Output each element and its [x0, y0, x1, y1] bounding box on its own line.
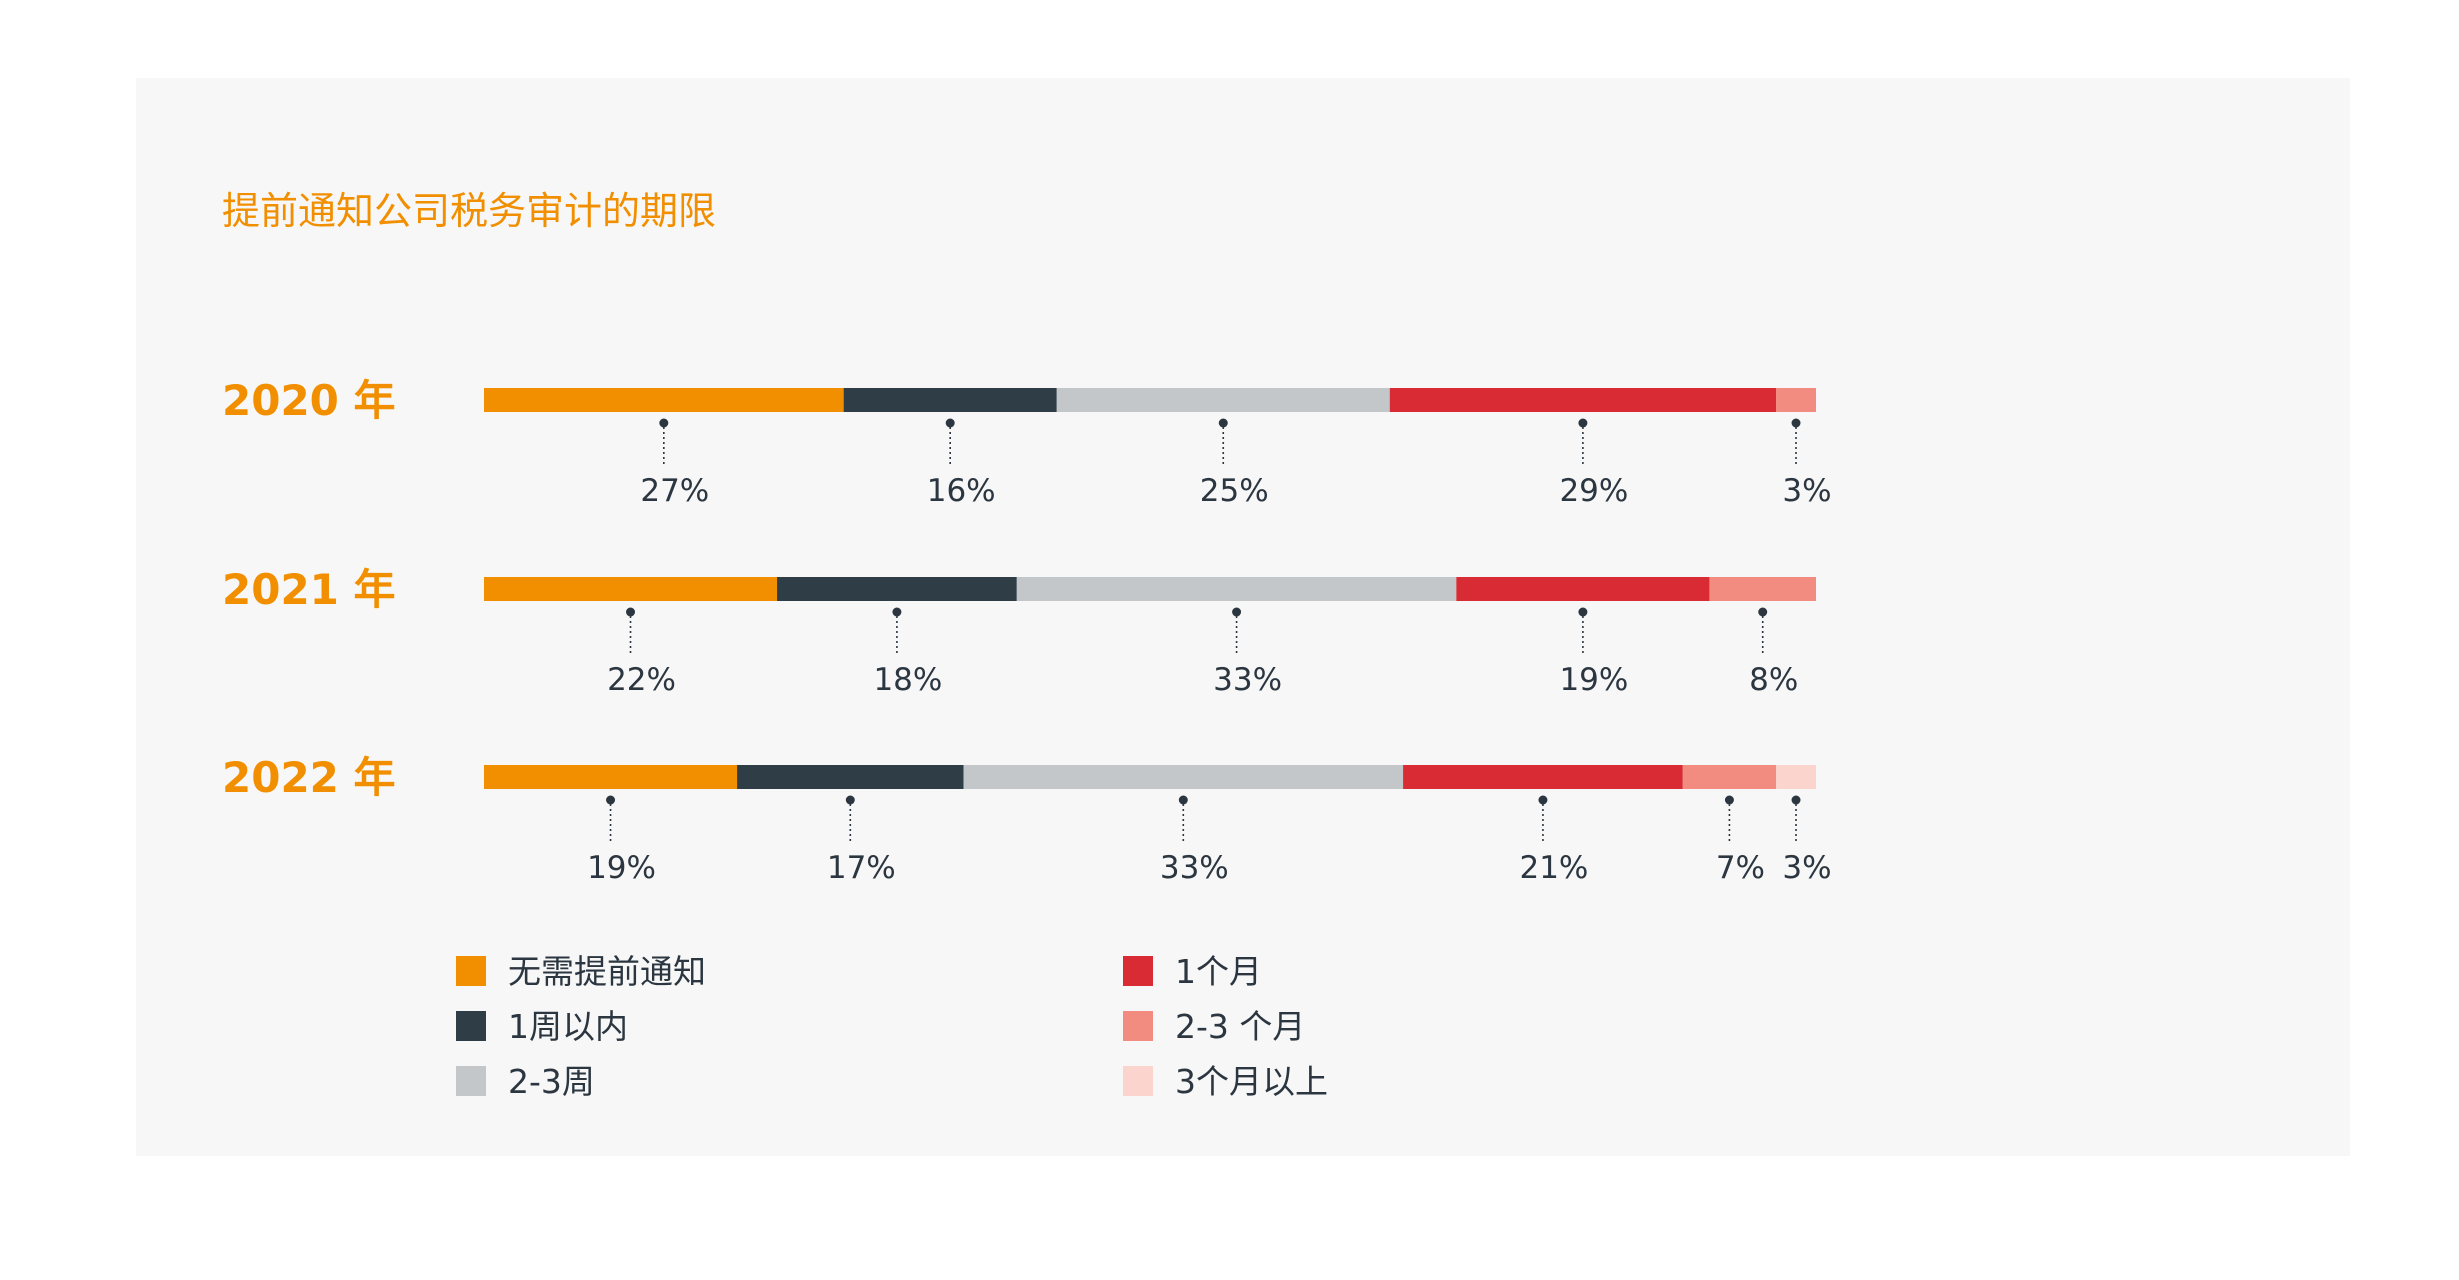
data-label: 22% [607, 662, 676, 698]
data-label: 19% [587, 850, 656, 886]
year-label: 2020 年 [222, 376, 396, 425]
data-label: 33% [1213, 662, 1282, 698]
label-marker-dot [1218, 418, 1228, 428]
data-label: 27% [640, 473, 709, 509]
data-label: 29% [1559, 473, 1628, 509]
chart-title: 提前通知公司税务审计的期限 [222, 189, 716, 233]
label-marker-dot [1578, 418, 1588, 428]
label-marker-dot [1791, 795, 1801, 805]
data-label: 16% [927, 473, 996, 509]
data-label: 21% [1519, 850, 1588, 886]
bar-segment [1776, 765, 1816, 789]
bar-segment [484, 765, 738, 789]
label-marker-dot [659, 418, 669, 428]
data-label: 3% [1782, 473, 1831, 509]
legend-swatch [456, 1066, 486, 1096]
data-label: 25% [1200, 473, 1269, 509]
data-label: 17% [827, 850, 896, 886]
label-marker-dot [1724, 795, 1734, 805]
data-label: 3% [1782, 850, 1831, 886]
label-marker-dot [945, 418, 955, 428]
label-marker-dot [1232, 607, 1242, 617]
label-marker-dot [892, 607, 902, 617]
bar-row: 2022 年 19% 17% 33% 21% 7% 3% [222, 753, 1832, 886]
legend-item: 无需提前通知 [456, 952, 706, 991]
bar-segment [484, 388, 844, 412]
chart-card [136, 78, 2350, 1156]
legend-swatch [1123, 956, 1153, 986]
bar-segment [484, 577, 778, 601]
bar-segment [1016, 577, 1457, 601]
bar-row: 2021 年 22% 18% 33% 19% 8% [222, 565, 1816, 698]
label-marker-dot [1538, 795, 1548, 805]
legend-item: 2-3周 [456, 1062, 595, 1101]
data-label: 7% [1716, 850, 1765, 886]
legend-label: 2-3 个月 [1175, 1007, 1305, 1046]
label-marker-dot [845, 795, 855, 805]
legend-swatch [1123, 1066, 1153, 1096]
bar-segment [1456, 577, 1710, 601]
label-marker-dot [606, 795, 616, 805]
bar-segment [737, 765, 964, 789]
legend-label: 1周以内 [508, 1007, 628, 1046]
legend-swatch [456, 956, 486, 986]
legend-label: 3个月以上 [1175, 1062, 1328, 1101]
data-label: 33% [1160, 850, 1229, 886]
legend-label: 1个月 [1175, 952, 1262, 991]
bar-segment [1776, 388, 1816, 412]
bar-segment [1709, 577, 1816, 601]
bar-segment [1403, 765, 1683, 789]
year-label: 2021 年 [222, 565, 396, 614]
legend-item: 1个月 [1123, 952, 1262, 991]
bar-segment [963, 765, 1404, 789]
legend-swatch [456, 1011, 486, 1041]
label-marker-dot [626, 607, 636, 617]
data-label: 8% [1749, 662, 1798, 698]
bar-row: 2020 年 27% 16% 25% 29% 3% [222, 376, 1832, 509]
label-marker-dot [1578, 607, 1588, 617]
bar-segment [777, 577, 1017, 601]
legend-item: 3个月以上 [1123, 1062, 1328, 1101]
bar-segment [1056, 388, 1390, 412]
chart-legend: 无需提前通知 1周以内 2-3周 1个月 2-3 个月 3个月以上 [456, 952, 1328, 1101]
legend-item: 2-3 个月 [1123, 1007, 1305, 1046]
year-label: 2022 年 [222, 753, 396, 802]
data-label: 19% [1559, 662, 1628, 698]
legend-label: 无需提前通知 [508, 952, 706, 991]
bar-segment [1389, 388, 1777, 412]
data-label: 18% [873, 662, 942, 698]
label-marker-dot [1178, 795, 1188, 805]
label-marker-dot [1758, 607, 1768, 617]
legend-item: 1周以内 [456, 1007, 628, 1046]
chart-rows: 2020 年 27% 16% 25% 29% 3% 2021 年 22% 18% 33% 19% 8%… [222, 376, 1832, 886]
label-marker-dot [1791, 418, 1801, 428]
bar-segment [843, 388, 1057, 412]
bar-segment [1682, 765, 1777, 789]
legend-label: 2-3周 [508, 1062, 595, 1101]
legend-swatch [1123, 1011, 1153, 1041]
